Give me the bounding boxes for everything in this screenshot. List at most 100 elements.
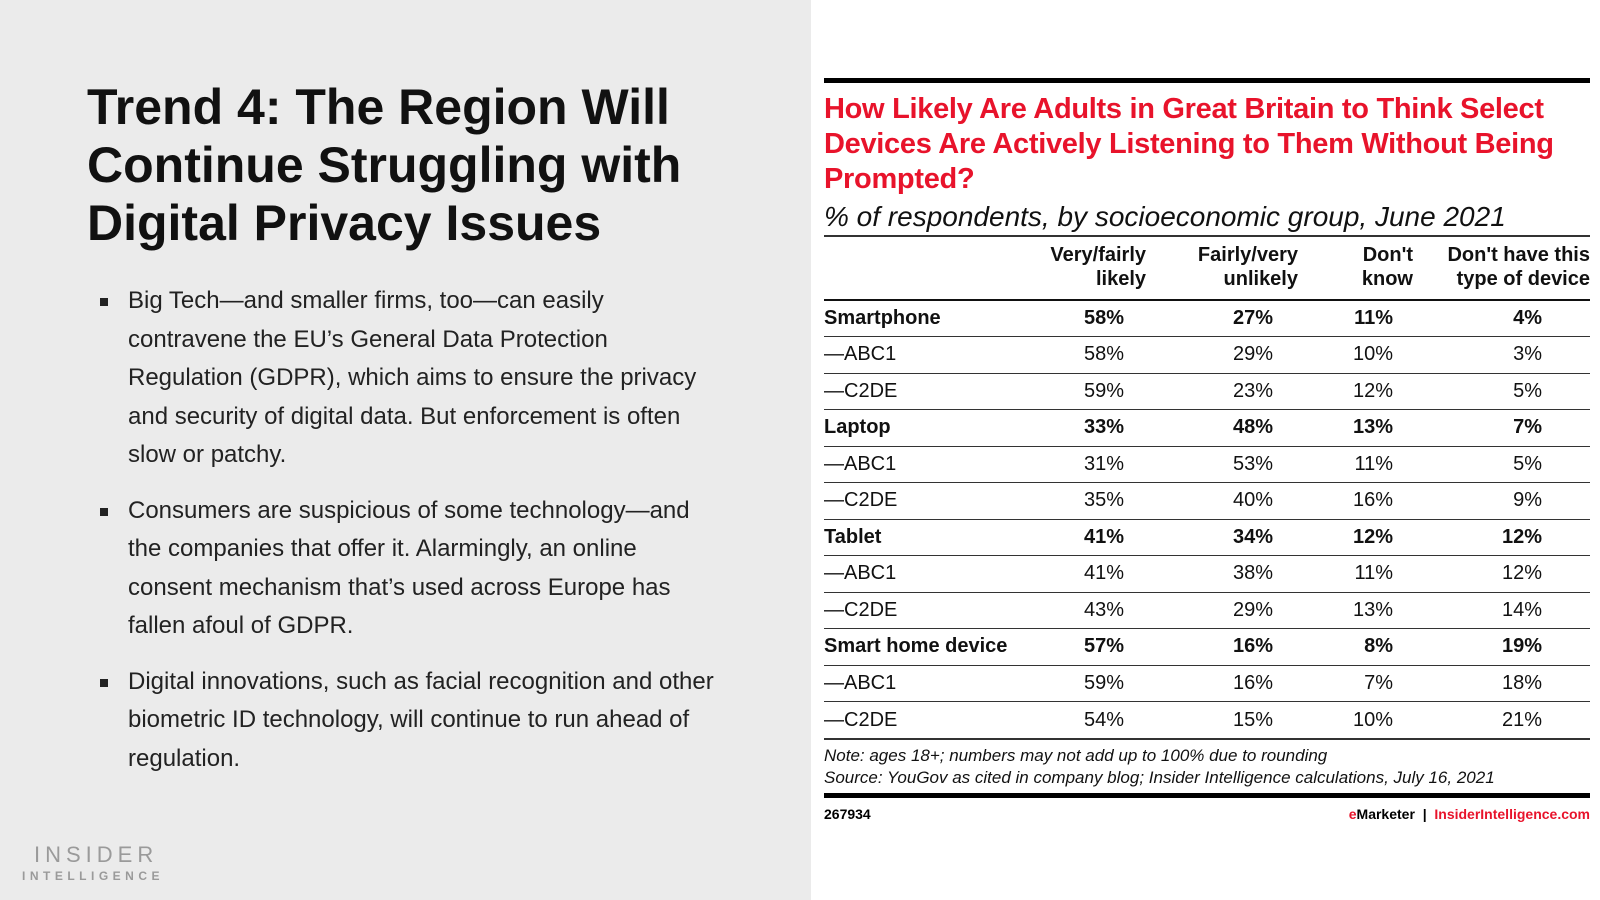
row-label: —ABC1	[824, 336, 1024, 373]
top-rule	[824, 78, 1590, 83]
note-text: Note: ages 18+; numbers may not add up t…	[824, 746, 1328, 765]
table-row: —ABC1 31% 53% 11% 5%	[824, 445, 1590, 483]
cell-value: 41%	[1024, 555, 1146, 592]
slide-title: Trend 4: The Region Will Continue Strugg…	[87, 79, 682, 251]
brand-marketer: Marketer	[1356, 806, 1415, 822]
cell-value: 12%	[1418, 555, 1590, 592]
col-header: Fairly/very unlikely	[1146, 237, 1298, 301]
cell-value: 16%	[1298, 482, 1418, 519]
row-label: —C2DE	[824, 701, 1024, 738]
cell-value: 12%	[1298, 518, 1418, 556]
logo-line2: INTELLIGENCE	[22, 869, 165, 883]
cell-value: 35%	[1024, 482, 1146, 519]
table-row: —C2DE 54% 15% 10% 21%	[824, 701, 1590, 738]
cell-value: 57%	[1024, 628, 1146, 665]
cell-value: 33%	[1024, 409, 1146, 446]
row-label: —ABC1	[824, 664, 1024, 702]
cell-value: 11%	[1298, 445, 1418, 483]
brand-site: InsiderIntelligence.com	[1434, 806, 1590, 822]
bullet-icon	[100, 507, 108, 516]
table-row: Tablet 41% 34% 12% 12%	[824, 518, 1590, 556]
table-row: —ABC1 59% 16% 7% 18%	[824, 664, 1590, 702]
cell-value: 34%	[1146, 518, 1298, 556]
source-text: Source: YouGov as cited in company blog;…	[824, 768, 1495, 787]
notes: Note: ages 18+; numbers may not add up t…	[824, 738, 1590, 789]
brand-e: e	[1348, 806, 1357, 822]
cell-value: 16%	[1146, 664, 1298, 702]
cell-value: 9%	[1418, 482, 1590, 519]
cell-value: 5%	[1418, 445, 1590, 483]
bottom-rule	[824, 793, 1590, 798]
table-row: —ABC1 58% 29% 10% 3%	[824, 336, 1590, 373]
bullet-text: Consumers are suspicious of some technol…	[128, 496, 690, 640]
cell-value: 38%	[1146, 555, 1298, 592]
cell-value: 13%	[1298, 409, 1418, 446]
header-row: Very/fairly likely Fairly/very unlikely …	[824, 237, 1590, 301]
logo-line1: INSIDER	[34, 842, 159, 867]
cell-value: 10%	[1298, 701, 1418, 738]
bullet-list: Big Tech—and smaller firms, too—can easi…	[100, 282, 720, 795]
brand-separator: |	[1422, 806, 1427, 822]
cell-value: 7%	[1298, 664, 1418, 702]
insider-intelligence-logo: INSIDER INTELLIGENCE	[22, 842, 164, 883]
cell-value: 43%	[1024, 591, 1146, 629]
cell-value: 41%	[1024, 518, 1146, 556]
chart-panel: How Likely Are Adults in Great Britain t…	[824, 78, 1590, 822]
bullet-icon	[100, 298, 108, 306]
cell-value: 31%	[1024, 445, 1146, 483]
cell-value: 27%	[1146, 299, 1298, 337]
cell-value: 54%	[1024, 701, 1146, 738]
data-table: Very/fairly likely Fairly/very unlikely …	[824, 237, 1590, 738]
cell-value: 59%	[1024, 372, 1146, 410]
row-label: Smartphone	[824, 299, 1024, 337]
table-row: Smartphone 58% 27% 11% 4%	[824, 299, 1590, 337]
cell-value: 21%	[1418, 701, 1590, 738]
row-label: —C2DE	[824, 482, 1024, 519]
col-header: Very/fairly likely	[1024, 237, 1146, 301]
col-header: Don't have this type of device	[1418, 237, 1590, 301]
row-label: —C2DE	[824, 372, 1024, 410]
row-label: Tablet	[824, 518, 1024, 556]
col-header: Don't know	[1298, 237, 1418, 301]
cell-value: 16%	[1146, 628, 1298, 665]
subtitle-rule	[824, 235, 1590, 237]
bullet-item: Consumers are suspicious of some technol…	[100, 492, 720, 646]
cell-value: 23%	[1146, 372, 1298, 410]
cell-value: 15%	[1146, 701, 1298, 738]
cell-value: 58%	[1024, 299, 1146, 337]
bullet-item: Big Tech—and smaller firms, too—can easi…	[100, 282, 720, 475]
cell-value: 8%	[1298, 628, 1418, 665]
cell-value: 11%	[1298, 299, 1418, 337]
table-row: —ABC1 41% 38% 11% 12%	[824, 555, 1590, 592]
table-row: Laptop 33% 48% 13% 7%	[824, 409, 1590, 446]
cell-value: 53%	[1146, 445, 1298, 483]
cell-value: 59%	[1024, 664, 1146, 702]
cell-value: 19%	[1418, 628, 1590, 665]
table-row: —C2DE 43% 29% 13% 14%	[824, 591, 1590, 629]
table-row: —C2DE 35% 40% 16% 9%	[824, 482, 1590, 519]
cell-value: 40%	[1146, 482, 1298, 519]
chart-subtitle: % of respondents, by socioeconomic group…	[824, 201, 1506, 232]
bullet-text: Big Tech—and smaller firms, too—can easi…	[128, 287, 697, 468]
row-label: —C2DE	[824, 591, 1024, 629]
cell-value: 3%	[1418, 336, 1590, 373]
bullet-item: Digital innovations, such as facial reco…	[100, 663, 720, 779]
table-row: Smart home device 57% 16% 8% 19%	[824, 628, 1590, 665]
cell-value: 58%	[1024, 336, 1146, 373]
row-label: Smart home device	[824, 628, 1024, 665]
bullet-icon	[100, 678, 108, 687]
bullet-text: Digital innovations, such as facial reco…	[128, 667, 714, 772]
chart-id: 267934	[824, 806, 871, 822]
cell-value: 11%	[1298, 555, 1418, 592]
chart-title: How Likely Are Adults in Great Britain t…	[824, 93, 1554, 195]
row-label: —ABC1	[824, 555, 1024, 592]
left-panel: Trend 4: The Region Will Continue Strugg…	[0, 0, 811, 900]
cell-value: 14%	[1418, 591, 1590, 629]
cell-value: 29%	[1146, 591, 1298, 629]
table-row: —C2DE 59% 23% 12% 5%	[824, 372, 1590, 410]
row-label: —ABC1	[824, 445, 1024, 483]
cell-value: 7%	[1418, 409, 1590, 446]
cell-value: 4%	[1418, 299, 1590, 337]
cell-value: 10%	[1298, 336, 1418, 373]
cell-value: 13%	[1298, 591, 1418, 629]
